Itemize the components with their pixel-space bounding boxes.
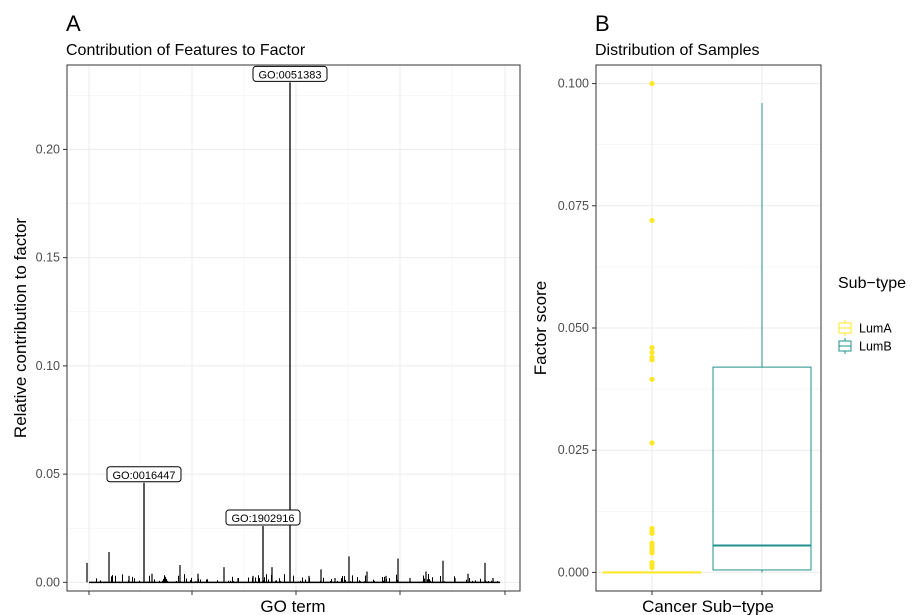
outlier-point — [649, 357, 655, 363]
legend-entries: LumA LumB — [838, 320, 892, 354]
panel-a-feature-label: GO:0051383 — [259, 69, 322, 81]
panel-a-x-ticks — [88, 591, 506, 595]
outlier-point — [649, 550, 655, 556]
panel-a-y-tick-label: 0.10 — [36, 359, 60, 373]
panel-a-minor-bars — [89, 573, 501, 583]
box-iqr — [712, 366, 812, 571]
panel-a: A Contribution of Features to Factor GO:… — [11, 11, 521, 615]
panel-a-feature-label-box — [252, 65, 328, 82]
panel-a-y-tick-label: 0.05 — [36, 467, 60, 481]
panel-a-annotations: GO:0051383 GO:0016447 GO:1902916 — [106, 65, 328, 526]
panel-b-y-tick-label: 0.075 — [558, 199, 589, 213]
panel-a-feature-label-box — [106, 466, 182, 483]
outlier-point — [649, 530, 655, 536]
outlier-point — [649, 564, 655, 571]
panel-b-y-axis-title: Factor score — [531, 281, 550, 375]
box-luma — [602, 80, 702, 574]
panel-a-feature-label: GO:1902916 — [232, 513, 295, 525]
panel-a-title: Contribution of Features to Factor — [66, 42, 306, 59]
legend-label: LumB — [859, 340, 892, 354]
panel-b-grid — [596, 65, 821, 591]
panel-b: B Distribution of Samples 0.000 0.025 0.05… — [531, 11, 822, 615]
outlier-point — [649, 80, 655, 87]
panel-a-feature-label-box — [225, 509, 301, 526]
panel-a-grid — [67, 65, 520, 591]
panel-a-bars — [86, 82, 501, 584]
panel-a-x-axis-title: GO term — [260, 597, 325, 615]
panel-b-y-tick-label: 0.050 — [558, 321, 589, 335]
panel-b-title: Distribution of Samples — [595, 42, 760, 59]
legend-entry-luma: LumA — [838, 320, 892, 336]
panel-a-y-axis-title: Relative contribution to factor — [11, 218, 30, 439]
panel-a-letter: A — [66, 11, 81, 36]
outlier-point — [649, 440, 655, 446]
panel-a-y-axis: 0.00 0.05 0.10 0.15 0.20 — [36, 142, 67, 589]
legend-label: LumA — [859, 322, 892, 336]
outlier-point — [649, 376, 655, 382]
outlier-point — [649, 217, 655, 224]
box-lumb — [712, 103, 812, 573]
panel-a-plot-border — [66, 64, 521, 592]
outlier-point — [649, 349, 655, 356]
panel-b-y-tick-label: 0.100 — [558, 77, 589, 91]
panel-a-y-tick-label: 0.20 — [36, 142, 60, 156]
panel-b-letter: B — [595, 11, 610, 36]
panel-b-y-tick-label: 0.000 — [558, 565, 589, 579]
panel-b-y-tick-label: 0.025 — [558, 443, 589, 457]
panel-b-boxes — [602, 80, 812, 574]
panel-a-feature-label: GO:0016447 — [113, 470, 176, 482]
legend-title: Sub−type — [838, 275, 906, 292]
panel-a-y-tick-label: 0.15 — [36, 251, 60, 265]
outlier-point — [649, 344, 655, 351]
panel-b-x-axis-title: Cancer Sub−type — [642, 597, 774, 615]
panel-a-y-tick-label: 0.00 — [36, 575, 60, 589]
legend-entry-lumb: LumB — [838, 338, 892, 354]
panel-b-y-axis: 0.000 0.025 0.050 0.075 0.100 — [558, 77, 763, 595]
legend: Sub−type LumA LumB — [838, 275, 906, 354]
